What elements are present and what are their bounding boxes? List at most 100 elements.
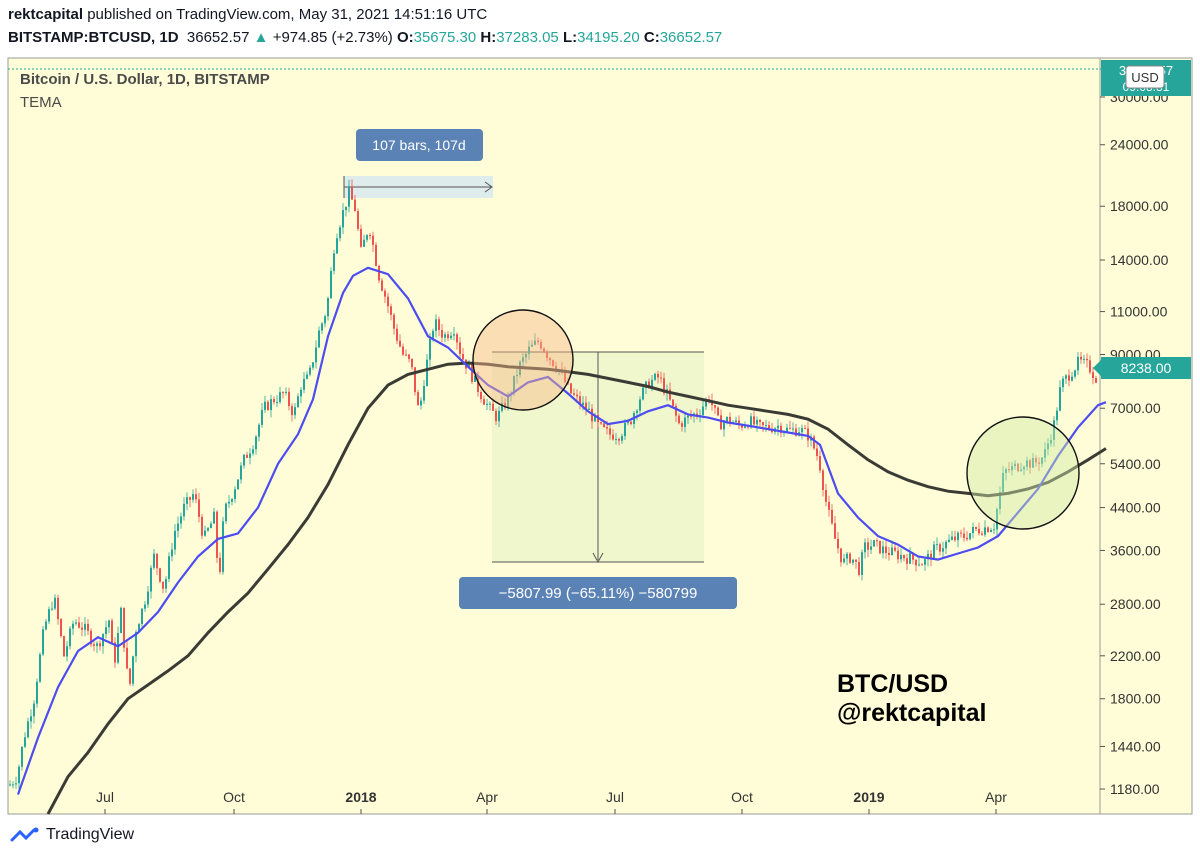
candle-body — [207, 528, 209, 531]
candle-body — [1005, 469, 1007, 473]
y-tick-label: 2800.00 — [1110, 596, 1161, 612]
candle-body — [963, 533, 965, 538]
price-axis[interactable] — [1099, 57, 1193, 815]
candle-body — [330, 270, 332, 299]
candle-body — [705, 399, 707, 407]
candle-body — [1038, 462, 1040, 464]
candle-body — [867, 542, 869, 550]
candle-body — [726, 416, 728, 423]
candle-body — [231, 499, 233, 502]
x-tick-label: Apr — [476, 789, 498, 805]
candle-body — [165, 579, 167, 589]
candle-body — [1035, 458, 1037, 463]
candle-body — [930, 553, 932, 560]
candle-body — [435, 319, 437, 331]
x-axis-ticks: Jul Oct 2018 Apr Jul Oct 2019 Apr — [96, 789, 1007, 814]
candle-body — [915, 559, 917, 566]
candle-body — [948, 539, 950, 542]
candle-body — [678, 415, 680, 424]
currency-badge[interactable] — [1125, 65, 1165, 89]
candle-body — [441, 330, 443, 338]
footer-brand[interactable]: TradingView — [10, 826, 134, 844]
price-tag — [1101, 357, 1191, 379]
author-name[interactable]: rektcapital — [8, 6, 84, 23]
candle-body — [216, 511, 218, 558]
ohlc-header: BITSTAMP:BTCUSD, 1D 36652.57 ▲ +974.85 (… — [8, 29, 722, 46]
candle-body — [198, 499, 200, 517]
candle-body — [417, 392, 419, 406]
tradingview-logo-icon — [10, 827, 39, 842]
candle-body — [522, 357, 524, 362]
candle-body — [141, 608, 143, 625]
candle-body — [768, 425, 770, 430]
candle-body — [483, 399, 485, 405]
candle-body — [228, 501, 230, 504]
candle-body — [954, 536, 956, 541]
candle-body — [255, 436, 257, 450]
candle-body — [951, 536, 953, 540]
candle-body — [663, 378, 665, 394]
candle-body — [312, 362, 314, 368]
candle-body — [1026, 460, 1028, 467]
indicator-label[interactable]: TEMA — [20, 94, 62, 111]
candle-body — [927, 553, 929, 560]
candle-body — [564, 371, 566, 383]
candle-body — [132, 656, 134, 684]
candle-body — [879, 540, 881, 554]
candle-body — [630, 421, 632, 425]
moving-average-line — [46, 361, 1107, 815]
symbol-label: BITSTAMP:BTCUSD, 1D — [8, 29, 179, 46]
candle-body — [780, 425, 782, 434]
candle-body — [873, 540, 875, 547]
y-tick-label: 2200.00 — [1110, 648, 1161, 664]
candle-body — [1032, 458, 1034, 468]
candle-body — [246, 454, 248, 458]
candle-body — [942, 548, 944, 552]
candle-body — [237, 479, 239, 490]
candle-body — [240, 465, 242, 480]
candle-body — [309, 367, 311, 375]
x-tick-label: Jul — [96, 789, 114, 805]
candle-body — [60, 619, 62, 637]
candle-body — [63, 636, 65, 657]
y-tick-label: 3600.00 — [1110, 542, 1161, 558]
candle-body — [525, 354, 527, 358]
candle-body — [822, 470, 824, 490]
candle-body — [891, 547, 893, 556]
candle-body — [24, 737, 26, 747]
candle-body — [852, 559, 854, 563]
candle-body — [1068, 375, 1070, 381]
candle-body — [447, 334, 449, 339]
candle-body — [174, 530, 176, 550]
candle-body — [303, 378, 305, 390]
publish-header: rektcapital published on TradingView.com… — [8, 6, 487, 23]
candle-body — [21, 746, 23, 767]
candle-body — [300, 389, 302, 397]
candle-body — [429, 338, 431, 360]
candle-body — [897, 550, 899, 560]
candle-body — [360, 228, 362, 247]
candle-body — [1044, 449, 1046, 458]
candle-body — [357, 211, 359, 229]
candle-body — [975, 527, 977, 529]
candle-body — [234, 489, 236, 500]
candle-body — [45, 621, 47, 630]
candle-body — [831, 509, 833, 524]
y-axis-ticks: 1180.00 1440.00 1800.00 2200.00 2800.00 3600.… — [1100, 89, 1169, 797]
candle-body — [684, 417, 686, 427]
candle-body — [960, 532, 962, 534]
candle-body — [543, 348, 545, 353]
candle-body — [909, 553, 911, 564]
change-label: −5807.99 (−65.11%) −580799 — [499, 585, 698, 602]
candle-body — [54, 597, 56, 609]
candle-body — [579, 396, 581, 406]
candle-body — [12, 784, 14, 786]
candle-body — [372, 235, 374, 245]
candle-body — [507, 394, 509, 408]
candle-body — [729, 416, 731, 423]
candle-body — [1059, 387, 1061, 411]
candle-body — [717, 407, 719, 416]
candle-body — [153, 553, 155, 568]
candle-body — [183, 503, 185, 517]
